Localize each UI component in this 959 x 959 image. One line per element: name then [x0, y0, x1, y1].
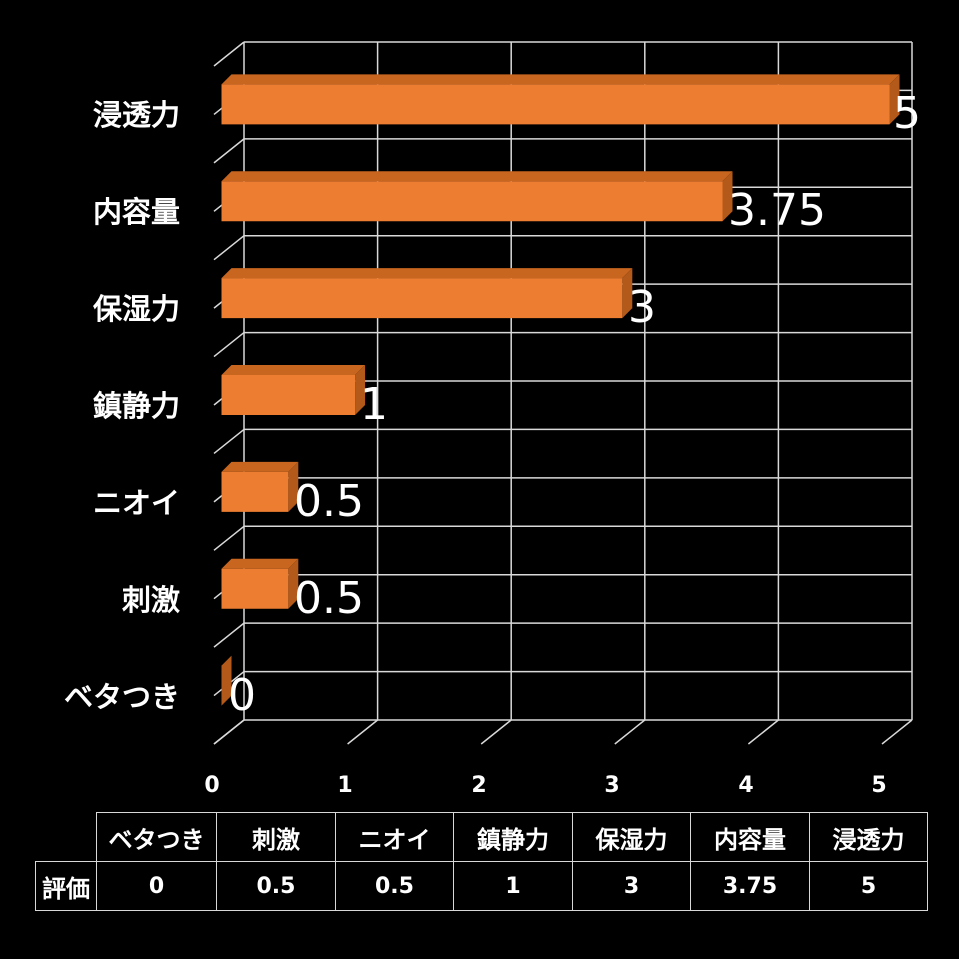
data-label: 3 [628, 282, 656, 333]
data-table-header-row: ベタつき 刺激 ニオイ 鎮静力 保湿力 内容量 浸透力 [35, 812, 928, 862]
data-table-row-header: 評価 [35, 861, 97, 911]
data-table-column-header: ニオイ [335, 812, 454, 862]
data-label: 3.75 [728, 185, 826, 236]
data-table-cell: 0.5 [216, 861, 336, 911]
data-table-cell: 3 [572, 861, 691, 911]
category-label: 鎮静力 [92, 389, 180, 423]
category-label: ニオイ [92, 486, 180, 520]
category-label: 内容量 [92, 195, 180, 229]
data-table-column-header: 浸透力 [809, 812, 928, 862]
bar-chart-3d [213, 41, 913, 745]
data-label: 0.5 [294, 573, 364, 624]
tick-label: 1 [337, 773, 353, 798]
data-table-cell: 0.5 [335, 861, 454, 911]
data-table-column-header: 保湿力 [572, 812, 691, 862]
data-label: 0 [228, 670, 256, 721]
data-table-cell: 0 [96, 861, 217, 911]
data-table-cell: 1 [453, 861, 573, 911]
tick-label: 4 [738, 773, 754, 798]
data-label: 0.5 [294, 476, 364, 527]
tick-label: 5 [871, 773, 887, 798]
data-table-cell: 5 [809, 861, 928, 911]
data-table-column-header: 刺激 [216, 812, 336, 862]
tick-label: 2 [471, 773, 487, 798]
data-label: 5 [893, 88, 921, 139]
data-table-column-header: 内容量 [690, 812, 810, 862]
category-label: 刺激 [121, 583, 180, 617]
tick-label: 0 [204, 773, 220, 798]
data-label: 1 [360, 379, 388, 430]
category-label: ベタつき [63, 680, 180, 714]
category-label: 保湿力 [92, 292, 180, 326]
chart-bars [221, 74, 900, 706]
data-table-corner [35, 812, 97, 862]
data-table-row: 評価 0 0.5 0.5 1 3 3.75 5 [35, 861, 928, 911]
category-label: 浸透力 [92, 98, 180, 132]
data-table: ベタつき 刺激 ニオイ 鎮静力 保湿力 内容量 浸透力 評価 0 0.5 0.5… [35, 812, 928, 911]
tick-label: 3 [604, 773, 620, 798]
data-table-column-header: ベタつき [96, 812, 217, 862]
data-table-cell: 3.75 [690, 861, 810, 911]
data-table-column-header: 鎮静力 [453, 812, 573, 862]
